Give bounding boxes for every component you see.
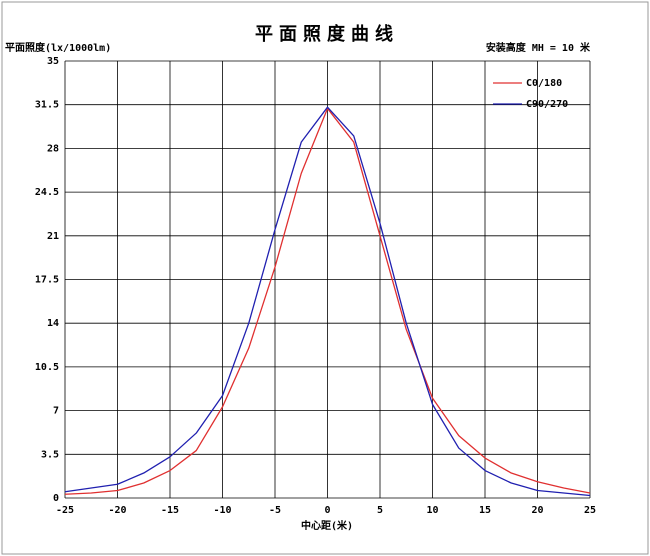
x-axis-label: 中心距(米) <box>301 519 353 532</box>
y-axis-label: 平面照度(lx/1000lm) <box>5 41 111 54</box>
y-tick-label: 0 <box>53 493 59 504</box>
series-line <box>64 106 591 497</box>
y-tick-label: 24.5 <box>35 187 59 198</box>
x-tick-label: -15 <box>161 505 179 516</box>
y-tick-label: 7 <box>53 406 59 417</box>
legend-label: C90/270 <box>526 99 568 110</box>
y-tick-label: 21 <box>47 231 59 242</box>
series-line <box>64 107 591 495</box>
y-tick-label: 31.5 <box>35 100 59 111</box>
chart-title: 平面照度曲线 <box>255 23 399 45</box>
y-tick-label: 3.5 <box>41 449 59 460</box>
y-tick-label: 10.5 <box>35 362 59 373</box>
x-tick-label: 5 <box>377 505 383 516</box>
x-tick-label: 20 <box>531 505 543 516</box>
x-tick-label: -25 <box>56 505 74 516</box>
x-tick-label: 15 <box>479 505 491 516</box>
y-tick-label: 17.5 <box>35 275 59 286</box>
x-tick-label: 0 <box>324 505 330 516</box>
x-tick-label: -20 <box>108 505 126 516</box>
x-tick-label: -5 <box>269 505 281 516</box>
x-tick-label: 10 <box>426 505 438 516</box>
x-tick-label: 25 <box>584 505 596 516</box>
y-tick-label: 35 <box>47 56 59 67</box>
y-tick-label: 14 <box>47 318 59 329</box>
legend-label: C0/180 <box>526 78 562 89</box>
x-tick-label: -10 <box>213 505 231 516</box>
y-tick-label: 28 <box>47 143 59 154</box>
note: 安装高度 MH = 10 米 <box>486 41 591 54</box>
